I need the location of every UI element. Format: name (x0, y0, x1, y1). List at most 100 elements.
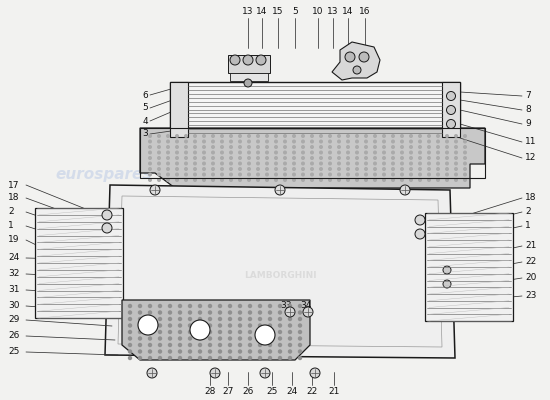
Circle shape (248, 330, 252, 334)
Polygon shape (332, 42, 380, 80)
Circle shape (202, 140, 206, 144)
Circle shape (247, 178, 251, 182)
Circle shape (292, 150, 296, 154)
Circle shape (400, 134, 404, 138)
Circle shape (274, 134, 278, 138)
Circle shape (310, 150, 314, 154)
Circle shape (218, 349, 222, 354)
Text: 21: 21 (328, 388, 340, 396)
Circle shape (229, 162, 233, 166)
Circle shape (355, 167, 359, 171)
Circle shape (158, 304, 162, 308)
Circle shape (382, 134, 386, 138)
Circle shape (178, 317, 182, 321)
Circle shape (298, 336, 302, 341)
Text: 10: 10 (312, 8, 324, 16)
Circle shape (409, 178, 413, 182)
Text: 12: 12 (525, 154, 536, 162)
Circle shape (229, 145, 233, 149)
Circle shape (337, 140, 341, 144)
Circle shape (256, 156, 260, 160)
Text: 25: 25 (8, 348, 19, 356)
Circle shape (301, 140, 305, 144)
Circle shape (148, 134, 152, 138)
Text: 4: 4 (142, 116, 148, 126)
Circle shape (391, 134, 395, 138)
Circle shape (275, 185, 285, 195)
Circle shape (409, 134, 413, 138)
Circle shape (427, 145, 431, 149)
Circle shape (247, 156, 251, 160)
Circle shape (454, 156, 458, 160)
Circle shape (445, 140, 449, 144)
Circle shape (355, 178, 359, 182)
Circle shape (220, 172, 224, 176)
Circle shape (355, 134, 359, 138)
Circle shape (256, 150, 260, 154)
Circle shape (409, 167, 413, 171)
Circle shape (248, 323, 252, 328)
Circle shape (238, 150, 242, 154)
Circle shape (418, 178, 422, 182)
Circle shape (168, 349, 172, 354)
Circle shape (427, 150, 431, 154)
Circle shape (355, 162, 359, 166)
Circle shape (188, 310, 192, 315)
Circle shape (258, 336, 262, 341)
Text: 22: 22 (525, 258, 536, 266)
Circle shape (337, 150, 341, 154)
Circle shape (184, 178, 188, 182)
Circle shape (391, 178, 395, 182)
Circle shape (208, 356, 212, 360)
Circle shape (346, 140, 350, 144)
Circle shape (248, 356, 252, 360)
Circle shape (243, 55, 253, 65)
Circle shape (220, 162, 224, 166)
Circle shape (364, 156, 368, 160)
Circle shape (178, 349, 182, 354)
Circle shape (454, 140, 458, 144)
Circle shape (373, 150, 377, 154)
Text: eurospares: eurospares (55, 288, 151, 302)
Circle shape (418, 134, 422, 138)
Circle shape (373, 134, 377, 138)
Circle shape (148, 162, 152, 166)
Circle shape (409, 172, 413, 176)
Circle shape (454, 167, 458, 171)
Circle shape (188, 343, 192, 347)
Circle shape (409, 156, 413, 160)
Circle shape (166, 145, 170, 149)
Circle shape (298, 343, 302, 347)
Circle shape (283, 162, 287, 166)
Circle shape (373, 162, 377, 166)
Circle shape (288, 323, 292, 328)
Circle shape (436, 134, 440, 138)
Circle shape (298, 356, 302, 360)
Text: 33: 33 (280, 300, 292, 310)
Circle shape (346, 156, 350, 160)
Circle shape (238, 134, 242, 138)
Circle shape (178, 336, 182, 341)
Circle shape (278, 304, 282, 308)
Circle shape (463, 167, 467, 171)
Circle shape (229, 167, 233, 171)
Circle shape (175, 172, 179, 176)
Circle shape (436, 150, 440, 154)
Circle shape (248, 349, 252, 354)
Text: 29: 29 (8, 316, 19, 324)
Circle shape (166, 172, 170, 176)
Circle shape (128, 317, 132, 321)
Text: 26: 26 (243, 388, 254, 396)
Circle shape (256, 140, 260, 144)
Circle shape (258, 323, 262, 328)
Text: 13: 13 (327, 8, 339, 16)
Circle shape (229, 172, 233, 176)
Text: 18: 18 (8, 194, 19, 202)
Circle shape (128, 356, 132, 360)
Circle shape (436, 145, 440, 149)
Circle shape (328, 150, 332, 154)
Circle shape (427, 172, 431, 176)
Circle shape (218, 336, 222, 341)
Circle shape (355, 172, 359, 176)
Circle shape (319, 156, 323, 160)
